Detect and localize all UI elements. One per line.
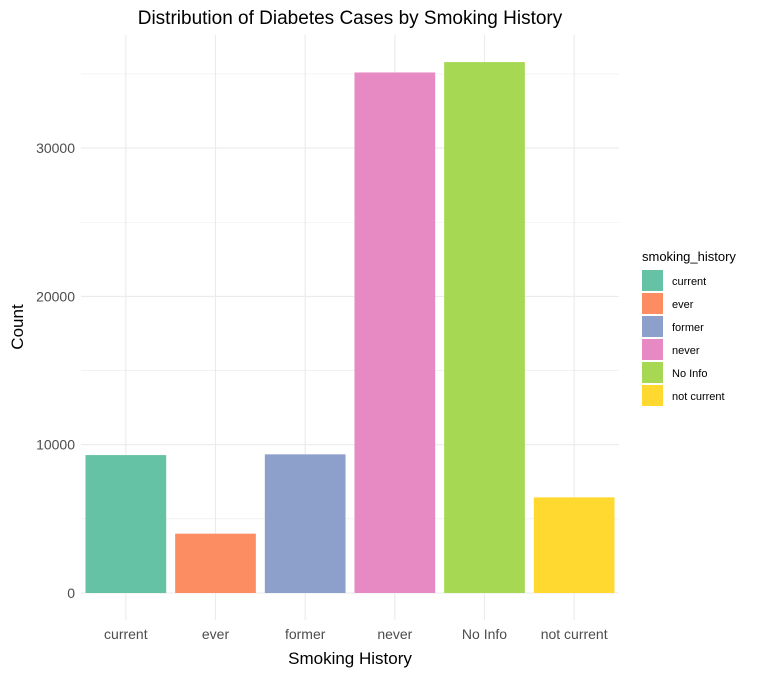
legend-key <box>642 362 663 383</box>
legend-item: former <box>642 316 704 337</box>
y-tick-label: 20000 <box>36 288 75 304</box>
legend-title: smoking_history <box>642 249 736 264</box>
y-tick-label: 10000 <box>36 437 75 453</box>
bar-no-info <box>444 62 525 593</box>
x-tick-label: current <box>104 626 148 642</box>
x-tick-label: No Info <box>462 626 507 642</box>
legend-key <box>642 316 663 337</box>
legend-label: never <box>672 345 700 357</box>
legend-item: ever <box>642 293 694 314</box>
legend-key <box>642 293 663 314</box>
x-axis-title: Smoking History <box>288 649 412 668</box>
legend-label: not current <box>672 391 725 403</box>
y-tick-label: 30000 <box>36 140 75 156</box>
x-tick-label: former <box>285 626 326 642</box>
legend-label: No Info <box>672 368 707 380</box>
x-axis-ticks: current ever former never No Info not current <box>104 626 608 642</box>
y-tick-label: 0 <box>67 585 75 601</box>
legend-key <box>642 385 663 406</box>
legend-label: ever <box>672 299 694 311</box>
chart-title: Distribution of Diabetes Cases by Smokin… <box>138 8 563 29</box>
legend-item: never <box>642 339 700 360</box>
bar-current <box>85 455 167 593</box>
bar-not-current <box>533 497 615 593</box>
bar-former <box>264 454 346 593</box>
legend-item: No Info <box>642 362 707 383</box>
legend-item: not current <box>642 385 725 406</box>
bar-never <box>354 72 436 594</box>
legend-label: current <box>672 276 706 288</box>
legend: smoking_history current ever former never No… <box>642 249 736 406</box>
legend-key <box>642 270 663 291</box>
x-tick-label: never <box>377 626 412 642</box>
legend-label: former <box>672 322 704 334</box>
bar-ever <box>175 533 256 593</box>
y-axis-title: Count <box>8 304 27 350</box>
x-tick-label: ever <box>202 626 230 642</box>
bars <box>85 62 615 594</box>
legend-key <box>642 339 663 360</box>
y-axis-ticks: 0 10000 20000 30000 <box>36 140 75 601</box>
x-tick-label: not current <box>541 626 608 642</box>
legend-item: current <box>642 270 706 291</box>
